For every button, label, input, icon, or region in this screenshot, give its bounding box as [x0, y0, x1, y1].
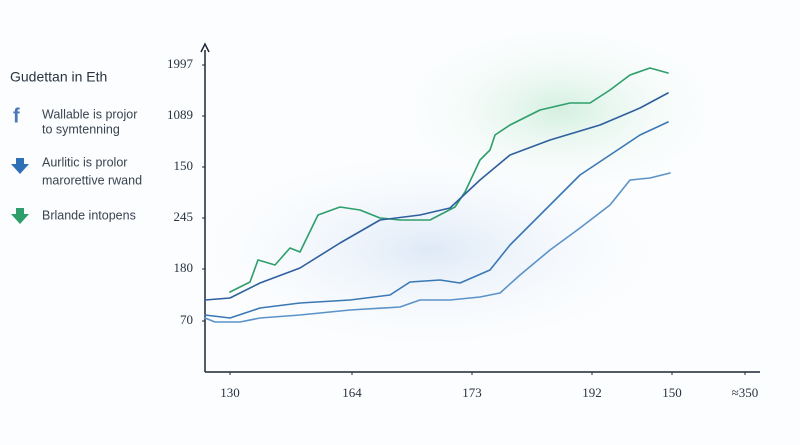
y-tick-label: 1997 [167, 56, 194, 71]
series-line [204, 172, 671, 323]
y-tick-label: 180 [174, 260, 194, 275]
x-tick-label: ≈350 [732, 385, 759, 400]
glow [170, 140, 690, 360]
sidebar-text: to symtenning [42, 122, 120, 136]
axis-arrow [200, 42, 210, 53]
x-tick-label: 130 [220, 385, 240, 400]
sidebar-title: Gudettan in Eth [10, 69, 107, 85]
sidebar-text: Brlande intopens [42, 208, 136, 222]
sidebar-text: Aurlitic is prolor [42, 155, 127, 169]
y-tick-label: 70 [180, 312, 193, 327]
series-line [229, 67, 669, 293]
series-line [204, 92, 669, 301]
arrow-icon [11, 208, 29, 224]
icon: f [13, 105, 20, 127]
x-tick-label: 173 [462, 385, 482, 400]
arrow-icon [11, 158, 29, 174]
x-tick-label: 192 [582, 385, 602, 400]
sidebar-text: marorettive rwand [42, 173, 142, 187]
x-tick-label: 150 [662, 385, 682, 400]
series-line [204, 121, 669, 319]
sidebar-text: Wallable is projor [42, 107, 137, 121]
y-tick-label: 245 [174, 209, 194, 224]
y-tick-label: 150 [174, 158, 194, 173]
x-tick-label: 164 [342, 385, 362, 400]
y-tick-label: 1089 [167, 107, 193, 122]
